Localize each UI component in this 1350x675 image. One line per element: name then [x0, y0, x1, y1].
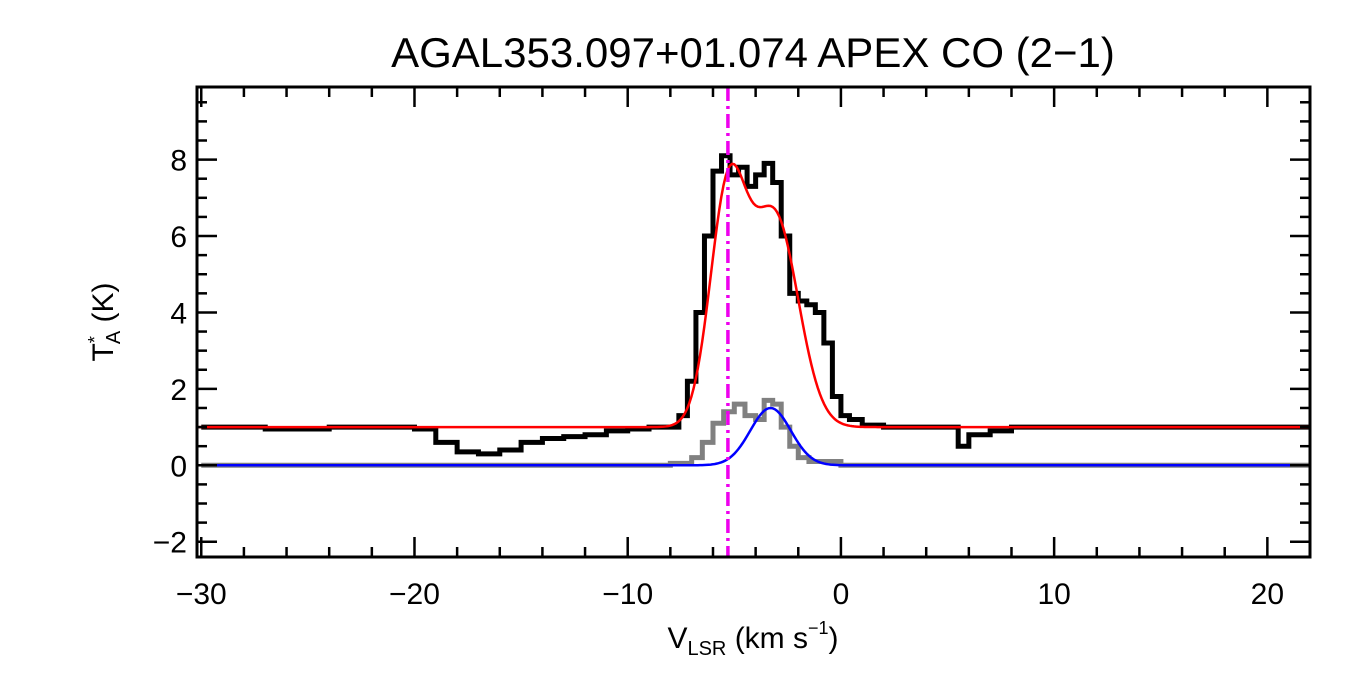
- x-axis-label: VLSR (km s−1): [667, 618, 838, 660]
- x-axis-label-unit: (km s: [726, 622, 808, 655]
- x-axis-label-main: V: [667, 622, 687, 655]
- x-tick-labels: −30 −20 −10 0 10 20: [176, 578, 1284, 611]
- fit-total-line: [197, 162, 1310, 429]
- x-tick-label: −10: [602, 578, 653, 611]
- y-tick-label: 2: [170, 374, 187, 407]
- observed-residual-line: [201, 397, 1310, 468]
- x-axis-label-sup: −1: [808, 618, 829, 638]
- y-axis-label: T*A (K): [85, 282, 125, 361]
- y-tick-label: −2: [153, 527, 187, 560]
- y-tick-label: 0: [170, 450, 187, 483]
- y-tick-labels: −2 0 2 4 6 8: [153, 145, 187, 560]
- y-tick-label: 4: [170, 297, 187, 330]
- x-axis-label-close: ): [829, 622, 839, 655]
- y-axis-label-unit: (K): [87, 282, 120, 330]
- x-tick-label: 0: [833, 578, 850, 611]
- y-axis-label-main: T: [87, 343, 120, 361]
- observed-spectrum-line: [201, 153, 1310, 457]
- chart-title: AGAL353.097+01.074 APEX CO (2−1): [391, 29, 1115, 76]
- plot-area: [197, 87, 1310, 557]
- fit-component-line: [197, 406, 1310, 467]
- x-tick-label: 20: [1251, 578, 1284, 611]
- y-tick-label: 8: [170, 145, 187, 178]
- x-tick-label: 10: [1037, 578, 1070, 611]
- plot-frame: [195, 85, 1312, 559]
- y-axis-label-sub: A: [103, 330, 125, 344]
- x-tick-label: −30: [176, 578, 227, 611]
- axis-ticks: [197, 87, 1312, 557]
- x-axis-label-sub: LSR: [687, 638, 726, 660]
- y-tick-label: 6: [170, 221, 187, 254]
- y-axis-label-sup: *: [85, 336, 105, 343]
- x-tick-label: −20: [389, 578, 440, 611]
